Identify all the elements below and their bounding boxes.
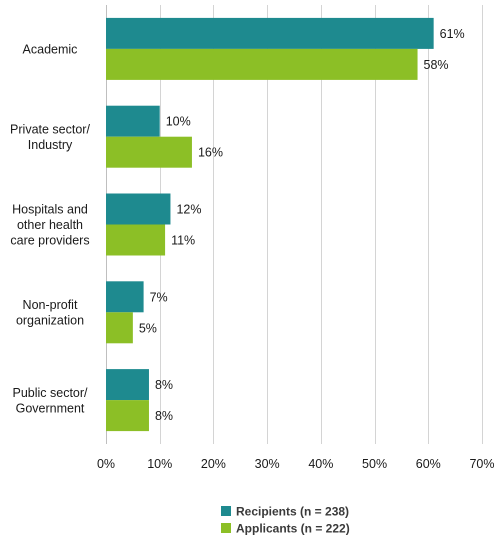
legend: Recipients (n = 238) Applicants (n = 222): [221, 505, 350, 536]
data-label: 16%: [198, 146, 223, 160]
data-label: 10%: [166, 115, 191, 129]
data-label: 5%: [139, 321, 157, 335]
data-label: 12%: [176, 203, 201, 217]
bar: [106, 369, 149, 401]
bar: [106, 281, 144, 313]
data-label: 61%: [440, 27, 465, 41]
legend-swatch: [221, 506, 231, 516]
data-labels: 61% 58% 10% 16% 12% 11% 7% 5% 8% 8%: [139, 27, 465, 423]
x-axis-ticks: 0% 10% 20% 30% 40% 50% 60% 70%: [97, 457, 495, 471]
category-label: Academic: [23, 42, 78, 56]
data-label: 58%: [424, 58, 449, 72]
bar: [106, 136, 192, 168]
bar: [106, 48, 418, 80]
data-label: 8%: [155, 409, 173, 423]
bar: [106, 193, 171, 225]
x-tick-label: 10%: [147, 457, 172, 471]
x-tick-label: 70%: [469, 457, 494, 471]
x-tick-label: 0%: [97, 457, 115, 471]
legend-label: Recipients (n = 238): [236, 505, 349, 519]
category-labels: Academic Private sector/Industry Hospitals…: [10, 42, 90, 415]
x-tick-label: 40%: [308, 457, 333, 471]
x-tick-label: 20%: [201, 457, 226, 471]
data-label: 8%: [155, 378, 173, 392]
bar: [106, 105, 160, 137]
data-label: 11%: [171, 234, 195, 248]
category-label: Private sector/Industry: [10, 122, 90, 152]
bar: [106, 400, 149, 432]
legend-swatch: [221, 523, 231, 533]
bars: [106, 17, 434, 432]
category-label: Non-profit organization: [16, 298, 84, 328]
x-tick-label: 30%: [255, 457, 280, 471]
category-label: Public sector/Government: [12, 386, 88, 416]
bar: [106, 312, 133, 344]
x-tick-label: 60%: [416, 457, 441, 471]
bar: [106, 17, 434, 49]
x-tick-label: 50%: [362, 457, 387, 471]
data-label: 7%: [150, 290, 168, 304]
bar: [106, 224, 166, 256]
category-label: Hospitals and other health care providers: [10, 203, 89, 248]
legend-label: Applicants (n = 222): [236, 522, 350, 536]
